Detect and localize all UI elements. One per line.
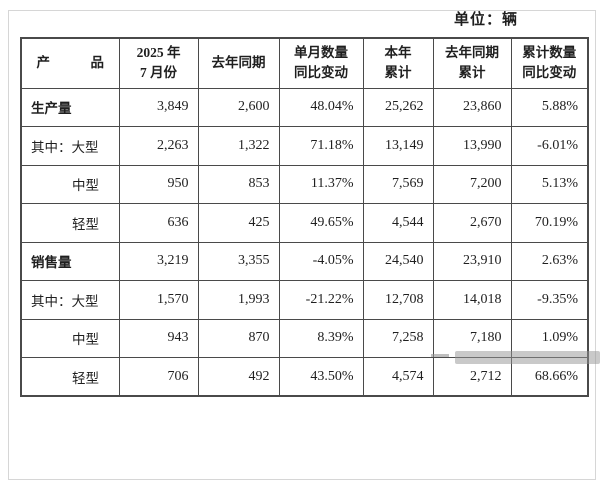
table-body: 生产量 3,849 2,600 48.04% 25,262 23,860 5.8… [20, 87, 589, 397]
row-label: 中型 [20, 164, 120, 204]
header-line: 7 月份 [139, 65, 178, 81]
cell-value: -6.01% [510, 126, 589, 166]
cell-value: 950 [118, 164, 199, 204]
row-label: 轻型 [20, 357, 120, 397]
cell-value: 7,200 [432, 164, 512, 204]
cell-value: 3,355 [197, 241, 280, 281]
row-label: 其中：大型 [20, 126, 120, 166]
header-line: 单月数量 [294, 45, 348, 60]
cell-value: 8.39% [278, 318, 364, 358]
cell-value: 23,860 [432, 87, 512, 127]
cell-value: 1,993 [197, 280, 280, 320]
cell-value: 70.19% [510, 203, 589, 243]
cell-value: 853 [197, 164, 280, 204]
cell-value: 2.63% [510, 241, 589, 281]
header-row: 产 品 2025 年 7 月份 去年同期 单月数量 同比变动 本年 累计 去年同… [20, 37, 589, 89]
table-row-production-medium: 中型 950 853 11.37% 7,569 7,200 5.13% [20, 164, 589, 204]
cell-value: 13,990 [432, 126, 512, 166]
production-sales-table: 产 品 2025 年 7 月份 去年同期 单月数量 同比变动 本年 累计 去年同… [20, 37, 589, 397]
cell-value: 7,258 [362, 318, 434, 358]
table-row-production: 生产量 3,849 2,600 48.04% 25,262 23,860 5.8… [20, 87, 589, 127]
cell-value: 2,263 [118, 126, 199, 166]
header-line: 去年同期 [211, 55, 266, 71]
table-row-production-light: 轻型 636 425 49.65% 4,544 2,670 70.19% [20, 203, 589, 243]
header-line: 同比变动 [294, 65, 348, 81]
header-line: 累计 [384, 65, 412, 81]
cell-value: 706 [118, 357, 199, 397]
cell-value: 4,544 [362, 203, 434, 243]
cell-value: 3,219 [118, 241, 199, 281]
row-label: 中型 [20, 318, 120, 358]
header-line: 本年 [384, 45, 412, 60]
table-header: 产 品 2025 年 7 月份 去年同期 单月数量 同比变动 本年 累计 去年同… [20, 37, 589, 89]
header-line: 2025 年 [136, 45, 181, 60]
cell-value: 13,149 [362, 126, 434, 166]
header-line: 累计 [458, 65, 486, 81]
column-header-cumulative-yoy-change: 累计数量 同比变动 [510, 37, 589, 89]
cell-value: 870 [197, 318, 280, 358]
row-label: 轻型 [20, 203, 120, 243]
table-row-sales-large: 其中：大型 1,570 1,993 -21.22% 12,708 14,018 … [20, 280, 589, 320]
cell-value: -9.35% [510, 280, 589, 320]
cell-value: 2,670 [432, 203, 512, 243]
table-row-sales: 销售量 3,219 3,355 -4.05% 24,540 23,910 2.6… [20, 241, 589, 281]
cell-value: 23,910 [432, 241, 512, 281]
cell-value: -21.22% [278, 280, 364, 320]
cell-value: 11.37% [278, 164, 364, 204]
watermark-band [455, 351, 600, 364]
table-row-sales-medium: 中型 943 870 8.39% 7,258 7,180 1.09% [20, 318, 589, 358]
column-header-ytd-total: 本年 累计 [362, 37, 434, 89]
cell-value: 43.50% [278, 357, 364, 397]
column-header-current-month: 2025 年 7 月份 [118, 37, 199, 89]
cell-value: 49.65% [278, 203, 364, 243]
column-header-monthly-yoy-change: 单月数量 同比变动 [278, 37, 364, 89]
cell-value: 4,574 [362, 357, 434, 397]
cell-value: 25,262 [362, 87, 434, 127]
unit-label: 单位：辆 [454, 12, 519, 28]
column-header-last-year-ytd: 去年同期 累计 [432, 37, 512, 89]
column-header-last-year-same-period: 去年同期 [197, 37, 280, 89]
header-line: 同比变动 [522, 65, 577, 81]
column-header-product: 产 品 [20, 37, 120, 89]
cell-value: 492 [197, 357, 280, 397]
cell-value: 5.88% [510, 87, 589, 127]
header-line: 产 品 [36, 55, 105, 71]
cell-value: 1,570 [118, 280, 199, 320]
cell-value: 24,540 [362, 241, 434, 281]
cell-value: 943 [118, 318, 199, 358]
cell-value: 14,018 [432, 280, 512, 320]
cell-value: 2,600 [197, 87, 280, 127]
cell-value: 71.18% [278, 126, 364, 166]
cell-value: 425 [197, 203, 280, 243]
table-row-production-large: 其中：大型 2,263 1,322 71.18% 13,149 13,990 -… [20, 126, 589, 166]
cell-value: 12,708 [362, 280, 434, 320]
row-label: 生产量 [20, 87, 120, 127]
cell-value: 48.04% [278, 87, 364, 127]
watermark-fragment [431, 354, 449, 357]
header-line: 累计数量 [522, 45, 577, 60]
cell-value: 3,849 [118, 87, 199, 127]
cell-value: 5.13% [510, 164, 589, 204]
row-label: 销售量 [20, 241, 120, 281]
cell-value: 636 [118, 203, 199, 243]
cell-value: 1,322 [197, 126, 280, 166]
row-label: 其中：大型 [20, 280, 120, 320]
header-line: 去年同期 [445, 45, 499, 60]
cell-value: 7,569 [362, 164, 434, 204]
cell-value: -4.05% [278, 241, 364, 281]
